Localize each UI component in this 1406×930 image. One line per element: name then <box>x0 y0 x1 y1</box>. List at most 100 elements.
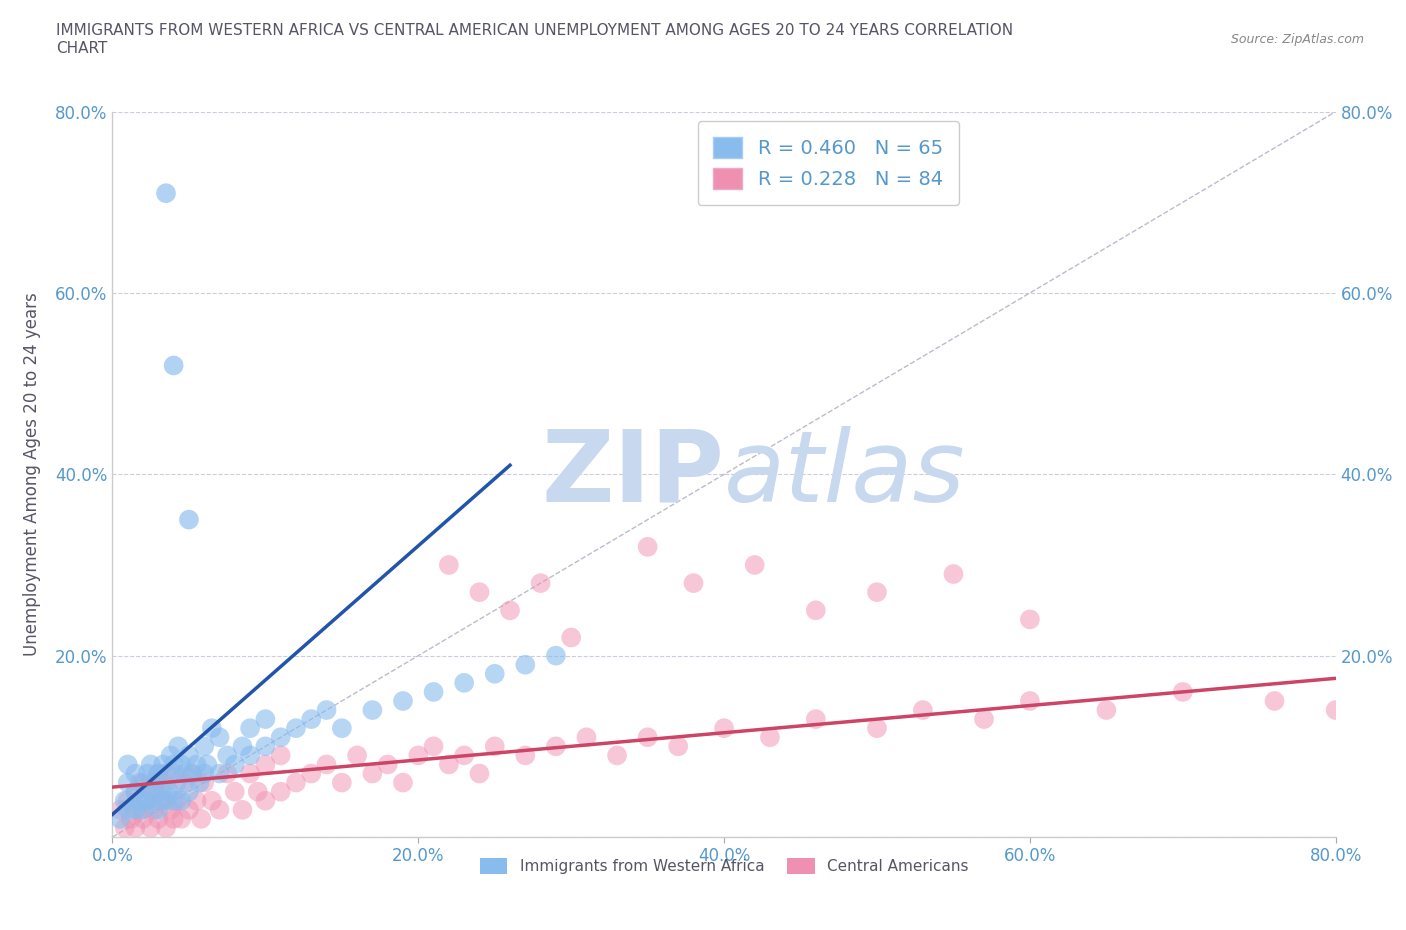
Point <box>530 576 553 591</box>
Point <box>193 766 215 781</box>
Point <box>239 766 262 781</box>
Point <box>346 748 368 763</box>
Point <box>117 803 139 817</box>
Point <box>804 603 827 618</box>
Point <box>866 721 889 736</box>
Point <box>152 757 174 772</box>
Point <box>142 793 165 808</box>
Point <box>942 566 965 581</box>
Point <box>108 811 131 827</box>
Point <box>148 766 170 781</box>
Point <box>246 784 269 799</box>
Point <box>124 784 146 799</box>
Point <box>186 757 208 772</box>
Point <box>560 631 582 645</box>
Point <box>361 766 384 781</box>
Point <box>163 358 186 373</box>
Point <box>155 766 177 781</box>
Point <box>713 721 735 736</box>
Point <box>392 776 415 790</box>
Point <box>254 738 277 753</box>
Point <box>148 803 170 817</box>
Point <box>177 512 200 527</box>
Point <box>167 738 190 753</box>
Point <box>150 793 173 808</box>
Point <box>254 793 277 808</box>
Point <box>124 784 146 799</box>
Point <box>254 757 277 772</box>
Point <box>217 766 239 781</box>
Point <box>330 721 353 736</box>
Point <box>166 793 188 808</box>
Point <box>170 811 193 827</box>
Text: IMMIGRANTS FROM WESTERN AFRICA VS CENTRAL AMERICAN UNEMPLOYMENT AMONG AGES 20 TO: IMMIGRANTS FROM WESTERN AFRICA VS CENTRA… <box>56 23 1014 56</box>
Point <box>231 738 253 753</box>
Point <box>468 766 491 781</box>
Point <box>173 766 195 781</box>
Point <box>544 648 567 663</box>
Point <box>208 730 231 745</box>
Point <box>330 776 353 790</box>
Point <box>108 803 131 817</box>
Point <box>231 803 253 817</box>
Point <box>181 766 204 781</box>
Point <box>117 757 139 772</box>
Point <box>437 757 460 772</box>
Point <box>515 658 537 672</box>
Point <box>114 793 136 808</box>
Point <box>208 803 231 817</box>
Point <box>515 748 537 763</box>
Point <box>163 793 186 808</box>
Point <box>361 703 384 718</box>
Point <box>132 811 155 827</box>
Point <box>437 558 460 573</box>
Point <box>188 776 211 790</box>
Point <box>129 776 152 790</box>
Point <box>973 711 995 726</box>
Point <box>468 585 491 600</box>
Point <box>166 776 188 790</box>
Point <box>163 811 186 827</box>
Point <box>132 803 155 817</box>
Point <box>177 784 200 799</box>
Point <box>177 803 200 817</box>
Point <box>1018 612 1040 627</box>
Point <box>270 748 292 763</box>
Point <box>682 576 704 591</box>
Legend: Immigrants from Western Africa, Central Americans: Immigrants from Western Africa, Central … <box>474 852 974 880</box>
Point <box>299 766 322 781</box>
Point <box>155 186 177 201</box>
Point <box>224 757 246 772</box>
Point <box>299 711 322 726</box>
Point <box>136 766 159 781</box>
Point <box>744 558 766 573</box>
Point <box>315 757 337 772</box>
Point <box>270 784 292 799</box>
Point <box>139 820 162 835</box>
Point <box>422 684 444 699</box>
Point <box>637 730 659 745</box>
Point <box>142 803 165 817</box>
Point <box>170 757 193 772</box>
Text: atlas: atlas <box>724 426 966 523</box>
Point <box>155 820 177 835</box>
Point <box>186 793 208 808</box>
Point <box>135 793 157 808</box>
Point <box>270 730 292 745</box>
Point <box>484 667 506 682</box>
Point <box>177 748 200 763</box>
Point <box>143 784 166 799</box>
Point <box>163 757 186 772</box>
Point <box>284 776 308 790</box>
Text: Source: ZipAtlas.com: Source: ZipAtlas.com <box>1230 33 1364 46</box>
Point <box>148 766 170 781</box>
Point <box>181 766 204 781</box>
Point <box>159 803 181 817</box>
Point <box>139 784 162 799</box>
Point <box>499 603 522 618</box>
Point <box>148 811 170 827</box>
Point <box>124 820 146 835</box>
Text: ZIP: ZIP <box>541 426 724 523</box>
Point <box>1264 694 1286 709</box>
Point <box>911 703 934 718</box>
